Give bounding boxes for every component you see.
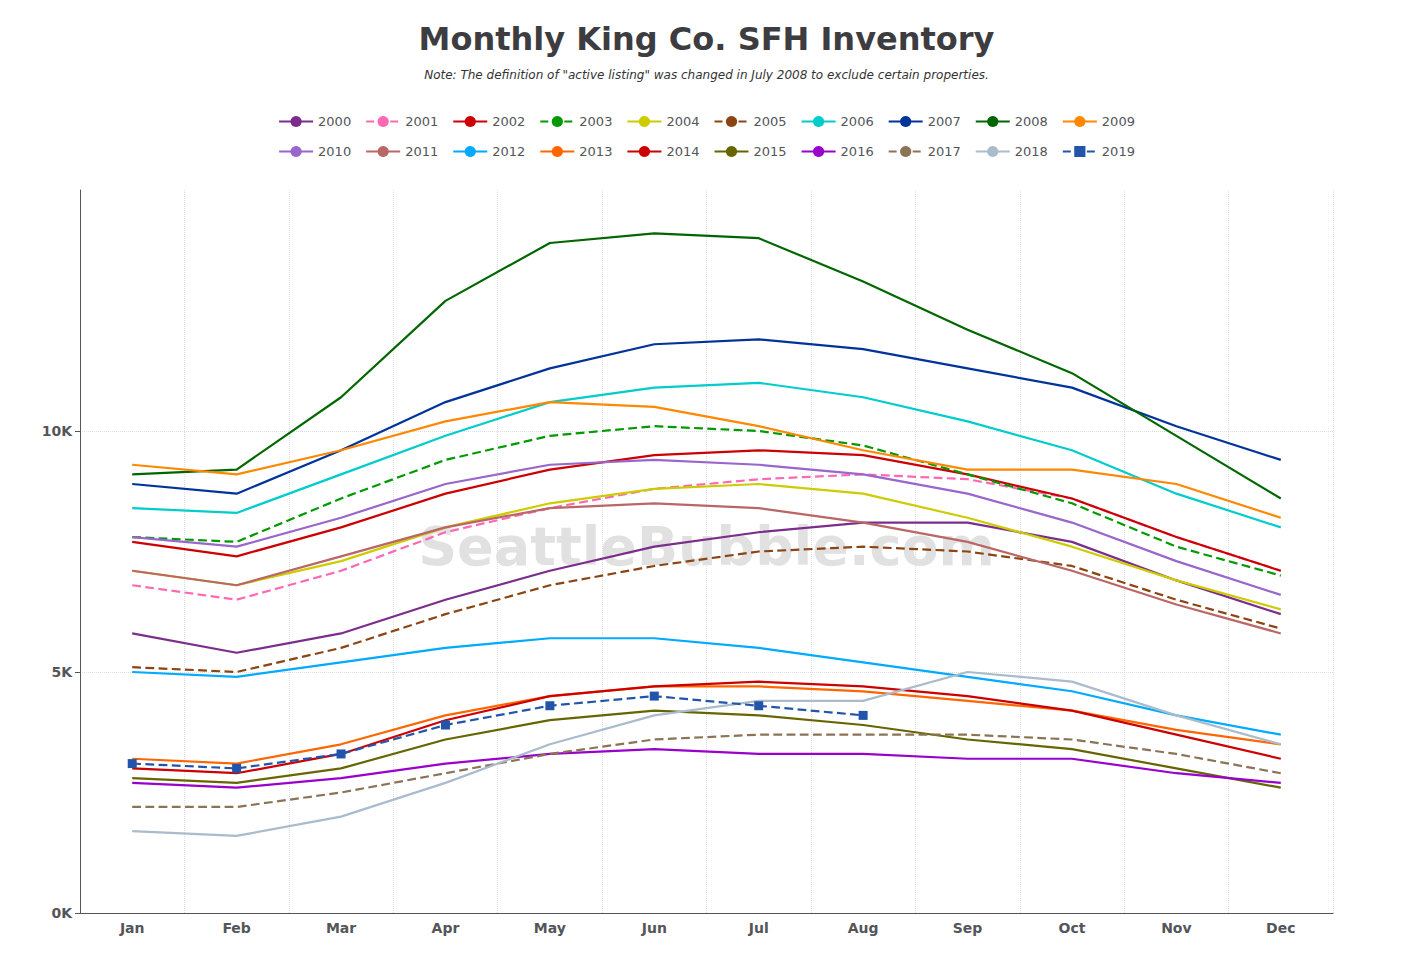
svg-text:2019: 2019	[1102, 144, 1135, 159]
svg-text:2000: 2000	[318, 114, 351, 129]
svg-text:5K: 5K	[51, 664, 73, 680]
svg-text:2002: 2002	[492, 114, 525, 129]
svg-text:2001: 2001	[405, 114, 438, 129]
svg-text:10K: 10K	[42, 423, 73, 439]
svg-text:Jul: Jul	[748, 920, 769, 936]
svg-text:2015: 2015	[754, 144, 787, 159]
svg-text:2008: 2008	[1015, 114, 1048, 129]
svg-text:2009: 2009	[1102, 114, 1135, 129]
svg-text:Jun: Jun	[641, 920, 667, 936]
svg-text:Mar: Mar	[326, 920, 356, 936]
svg-text:Oct: Oct	[1059, 920, 1086, 936]
svg-text:Aug: Aug	[848, 920, 879, 936]
svg-text:2013: 2013	[579, 144, 612, 159]
svg-text:Monthly King Co. SFH Inventory: Monthly King Co. SFH Inventory	[419, 20, 995, 58]
svg-text:2014: 2014	[666, 144, 699, 159]
svg-text:2003: 2003	[579, 114, 612, 129]
svg-text:2018: 2018	[1015, 144, 1048, 159]
svg-text:Nov: Nov	[1161, 920, 1191, 936]
svg-text:2005: 2005	[754, 114, 787, 129]
svg-text:2016: 2016	[841, 144, 874, 159]
svg-text:2012: 2012	[492, 144, 525, 159]
svg-text:Feb: Feb	[222, 920, 251, 936]
svg-text:Jan: Jan	[119, 920, 145, 936]
svg-text:May: May	[534, 920, 566, 936]
svg-text:2010: 2010	[318, 144, 351, 159]
svg-text:2011: 2011	[405, 144, 438, 159]
svg-text:SeattleBubble.com: SeattleBubble.com	[418, 515, 995, 578]
svg-text:2004: 2004	[666, 114, 699, 129]
svg-text:2007: 2007	[928, 114, 961, 129]
svg-text:Apr: Apr	[432, 920, 460, 936]
svg-text:Dec: Dec	[1266, 920, 1295, 936]
svg-text:0K: 0K	[51, 905, 73, 921]
svg-text:2017: 2017	[928, 144, 961, 159]
svg-text:2006: 2006	[841, 114, 874, 129]
svg-text:Note: The definition of "activ: Note: The definition of "active listing"…	[424, 68, 989, 82]
svg-text:Sep: Sep	[953, 920, 983, 936]
